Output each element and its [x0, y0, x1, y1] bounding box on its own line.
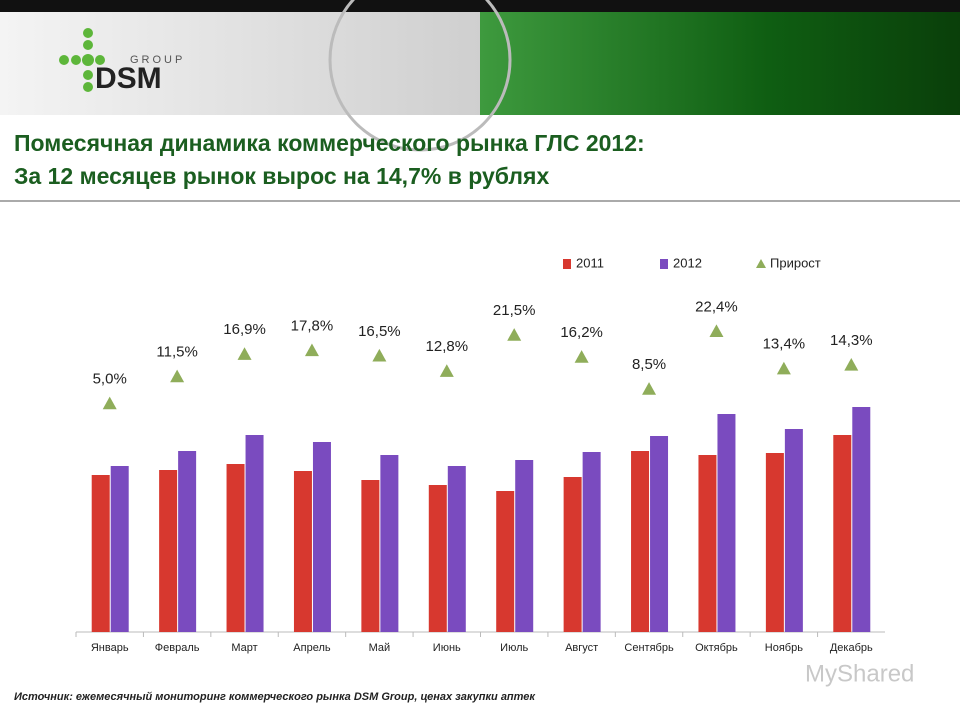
- bar: [361, 480, 380, 632]
- growth-marker: [709, 324, 724, 337]
- bar: [159, 470, 178, 632]
- bar: [496, 491, 515, 632]
- bar: [582, 452, 601, 632]
- growth-label: 13,4%: [763, 336, 806, 353]
- bar: [631, 451, 650, 632]
- bar: [717, 414, 736, 632]
- growth-marker: [507, 328, 522, 341]
- growth-marker: [642, 382, 657, 395]
- growth-label: 8,5%: [632, 356, 666, 373]
- growth-label: 14,3%: [830, 332, 873, 349]
- bar: [293, 471, 312, 632]
- growth-marker: [574, 350, 589, 363]
- legend-label: Прирост: [770, 255, 821, 270]
- legend-label: 2011: [576, 255, 604, 270]
- growth-marker: [776, 361, 791, 375]
- x-tick-label: Октябрь: [695, 642, 738, 654]
- clock-decor: [328, 0, 512, 152]
- x-tick-label: Ноябрь: [765, 642, 803, 654]
- legend-marker: [660, 259, 668, 269]
- logo-big: DSM: [95, 62, 162, 95]
- growth-marker: [102, 396, 117, 410]
- bar: [784, 429, 803, 632]
- x-tick-label: Декабрь: [830, 642, 873, 654]
- growth-label: 16,2%: [560, 324, 603, 341]
- legend-label: 2012: [673, 255, 702, 270]
- legend-marker: [756, 259, 766, 268]
- bar: [563, 477, 582, 632]
- growth-label: 5,0%: [93, 371, 127, 388]
- logo-small: GROUP: [130, 54, 185, 66]
- top-strip: [0, 0, 960, 12]
- x-tick-label: Февраль: [155, 642, 200, 654]
- growth-marker: [170, 369, 185, 383]
- bar: [178, 451, 197, 632]
- x-tick-label: Июнь: [433, 642, 461, 654]
- header-bg-green: [480, 12, 960, 115]
- bar: [428, 485, 447, 632]
- source: Источник: ежемесячный мониторинг коммерч…: [14, 691, 536, 703]
- title: Помесячная динамика коммерческого рынка …: [14, 130, 645, 156]
- bar: [515, 460, 534, 632]
- x-tick-label: Июль: [500, 642, 528, 654]
- bar: [91, 475, 110, 632]
- growth-label: 16,5%: [358, 323, 401, 340]
- growth-marker: [237, 347, 252, 360]
- legend-marker: [563, 259, 571, 269]
- growth-marker: [372, 348, 387, 362]
- bar: [698, 455, 717, 632]
- bar: [245, 435, 264, 632]
- bar: [447, 466, 466, 632]
- bar: [650, 436, 669, 632]
- growth-label: 12,8%: [426, 338, 469, 355]
- growth-label: 17,8%: [291, 317, 334, 334]
- growth-label: 22,4%: [695, 298, 738, 315]
- growth-label: 11,5%: [156, 344, 197, 361]
- x-tick-label: Январь: [91, 642, 129, 654]
- bar: [852, 407, 871, 632]
- bar: [380, 455, 399, 632]
- growth-marker: [439, 364, 454, 377]
- x-tick-label: Сентябрь: [624, 642, 674, 654]
- header-bg: [0, 12, 480, 115]
- x-tick-label: Май: [369, 642, 391, 654]
- subtitle: За 12 месяцев рынок вырос на 14,7% в руб…: [14, 163, 549, 189]
- x-tick-label: Август: [565, 642, 598, 654]
- bar: [226, 464, 245, 632]
- bar: [833, 435, 852, 632]
- growth-label: 16,9%: [223, 321, 266, 338]
- growth-label: 21,5%: [493, 302, 536, 319]
- bar: [312, 442, 331, 632]
- bar: [110, 466, 129, 632]
- growth-marker: [304, 343, 319, 357]
- x-tick-label: Март: [231, 642, 257, 654]
- bar: [765, 453, 784, 632]
- logo-dots: [59, 28, 105, 92]
- growth-marker: [844, 358, 859, 371]
- watermark: MyShared: [805, 660, 914, 687]
- x-tick-label: Апрель: [293, 642, 331, 654]
